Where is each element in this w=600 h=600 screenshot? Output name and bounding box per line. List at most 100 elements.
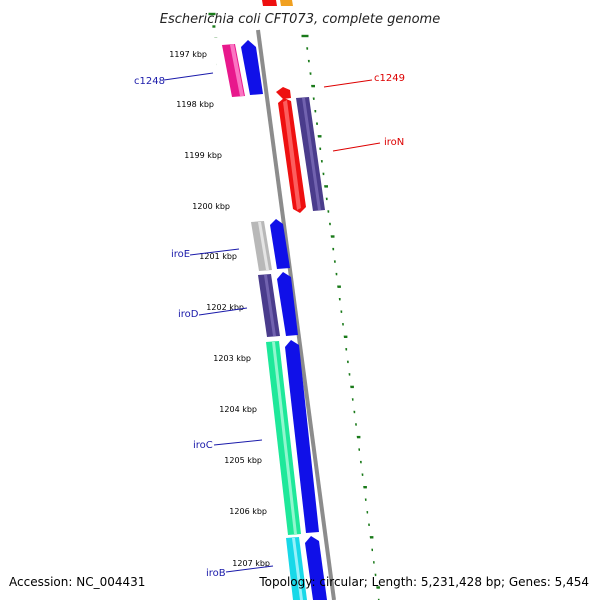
leader-c1249 — [323, 79, 373, 88]
right-tick — [308, 72, 312, 75]
right-tick — [360, 473, 364, 476]
left-tick — [208, 12, 216, 16]
right-tick — [353, 423, 357, 426]
kbp-label: 1205 kbp — [224, 456, 262, 465]
right-tick — [358, 460, 362, 464]
right-tick — [346, 385, 354, 389]
right-tick — [340, 323, 344, 326]
leader-c1248 — [163, 72, 214, 81]
kbp-label: 1199 kbp — [184, 151, 222, 160]
right-tick — [318, 147, 322, 150]
right-tick — [366, 536, 374, 539]
right-tick — [301, 34, 309, 38]
kbp-scale: 1197 kbp 1198 kbp 1199 kbp 1200 kbp 1201… — [169, 50, 270, 568]
right-tick — [326, 210, 330, 213]
right-tick — [344, 348, 348, 351]
right-tick — [314, 135, 322, 138]
gene-label-c1249[interactable]: c1249 — [374, 73, 405, 84]
gene-label-iroD[interactable]: iroD — [178, 309, 199, 320]
right-tick — [308, 84, 315, 88]
genome-backbone — [256, 29, 336, 600]
gene-c1248[interactable] — [222, 40, 263, 97]
gene-iroN[interactable] — [278, 97, 325, 213]
gene-label-iroE[interactable]: iroE — [171, 249, 190, 260]
leader-iroD — [198, 307, 248, 316]
right-tick — [347, 373, 351, 376]
feature-iroE-arrow — [270, 219, 290, 269]
right-tick — [333, 285, 341, 288]
right-tick — [363, 498, 367, 501]
feature-iroE-highlight — [258, 222, 269, 270]
right-tick — [359, 486, 367, 489]
right-tick — [331, 247, 335, 251]
right-tick — [357, 448, 360, 451]
feature-top-orange — [280, 0, 293, 6]
kbp-label: 1197 kbp — [169, 50, 207, 59]
genome-title: Escherichia coli CFT073, complete genome — [160, 12, 440, 27]
gene-leader-lines — [163, 72, 381, 573]
feature-c1248-pink-highlight — [230, 44, 244, 96]
topology-text: Topology: circular; Length: 5,231,428 bp… — [258, 575, 589, 589]
right-tick — [340, 335, 348, 338]
leader-iroN — [332, 142, 381, 152]
right-tick — [350, 398, 354, 401]
kbp-label: 1203 kbp — [213, 354, 251, 363]
feature-iroD-arrow — [277, 272, 298, 336]
right-tick — [321, 185, 328, 188]
right-tick — [352, 410, 356, 414]
feature-top-red — [262, 0, 277, 6]
kbp-label: 1202 kbp — [206, 303, 244, 312]
right-tick — [339, 310, 343, 313]
kbp-label: 1204 kbp — [219, 405, 257, 414]
feature-c1248-arrow — [241, 40, 263, 95]
right-tick — [332, 260, 336, 263]
kbp-label: 1201 kbp — [199, 252, 237, 261]
right-tick — [353, 435, 361, 439]
right-tick — [321, 172, 325, 176]
right-tick — [345, 360, 349, 364]
gene-iroC[interactable] — [266, 340, 319, 535]
gene-iroB[interactable] — [286, 536, 327, 600]
right-tick — [372, 586, 380, 589]
right-tick — [305, 47, 309, 50]
right-tick — [373, 573, 377, 577]
right-tick — [327, 222, 331, 226]
feature-iroC-highlight — [272, 342, 297, 534]
right-tick — [376, 598, 380, 600]
leader-iroC — [213, 439, 263, 446]
gene-label-iroB[interactable]: iroB — [206, 568, 226, 579]
right-tick — [334, 272, 338, 276]
leader-iroE — [189, 248, 240, 256]
gene-labels: c1248 c1249 iroN iroE iroD iroC iroB — [134, 73, 405, 579]
right-tick — [327, 235, 335, 238]
right-tick — [313, 110, 317, 113]
right-tick — [337, 298, 341, 301]
left-tick — [212, 25, 216, 28]
feature-iroC-arrow — [285, 340, 319, 533]
right-tick — [311, 97, 315, 100]
feature-iroN-highlight — [283, 100, 301, 210]
feature-iroB-highlight — [292, 538, 303, 600]
kbp-label: 1207 kbp — [232, 559, 270, 568]
feature-iroN-purple-highlight — [302, 98, 321, 210]
feature-iroB-arrow — [305, 536, 327, 600]
feature-c1249[interactable] — [276, 87, 291, 99]
right-tick — [306, 59, 310, 63]
right-tick — [314, 122, 318, 125]
gene-label-c1248[interactable]: c1248 — [134, 76, 165, 87]
accession-text: Accession: NC_004431 — [9, 575, 145, 589]
kbp-label: 1200 kbp — [192, 202, 230, 211]
right-tick — [324, 197, 328, 201]
gene-label-iroC[interactable]: iroC — [193, 440, 213, 451]
right-tick — [370, 548, 373, 552]
gene-label-iroN[interactable]: iroN — [384, 137, 404, 148]
gene-iroE[interactable] — [251, 219, 290, 271]
right-tick — [319, 160, 323, 163]
kbp-label: 1198 kbp — [176, 100, 214, 109]
right-tick — [366, 523, 370, 526]
leader-iroB — [225, 565, 274, 573]
kbp-label: 1206 kbp — [229, 507, 267, 516]
feature-iroD-highlight — [264, 275, 276, 336]
gene-iroD[interactable] — [258, 272, 298, 337]
